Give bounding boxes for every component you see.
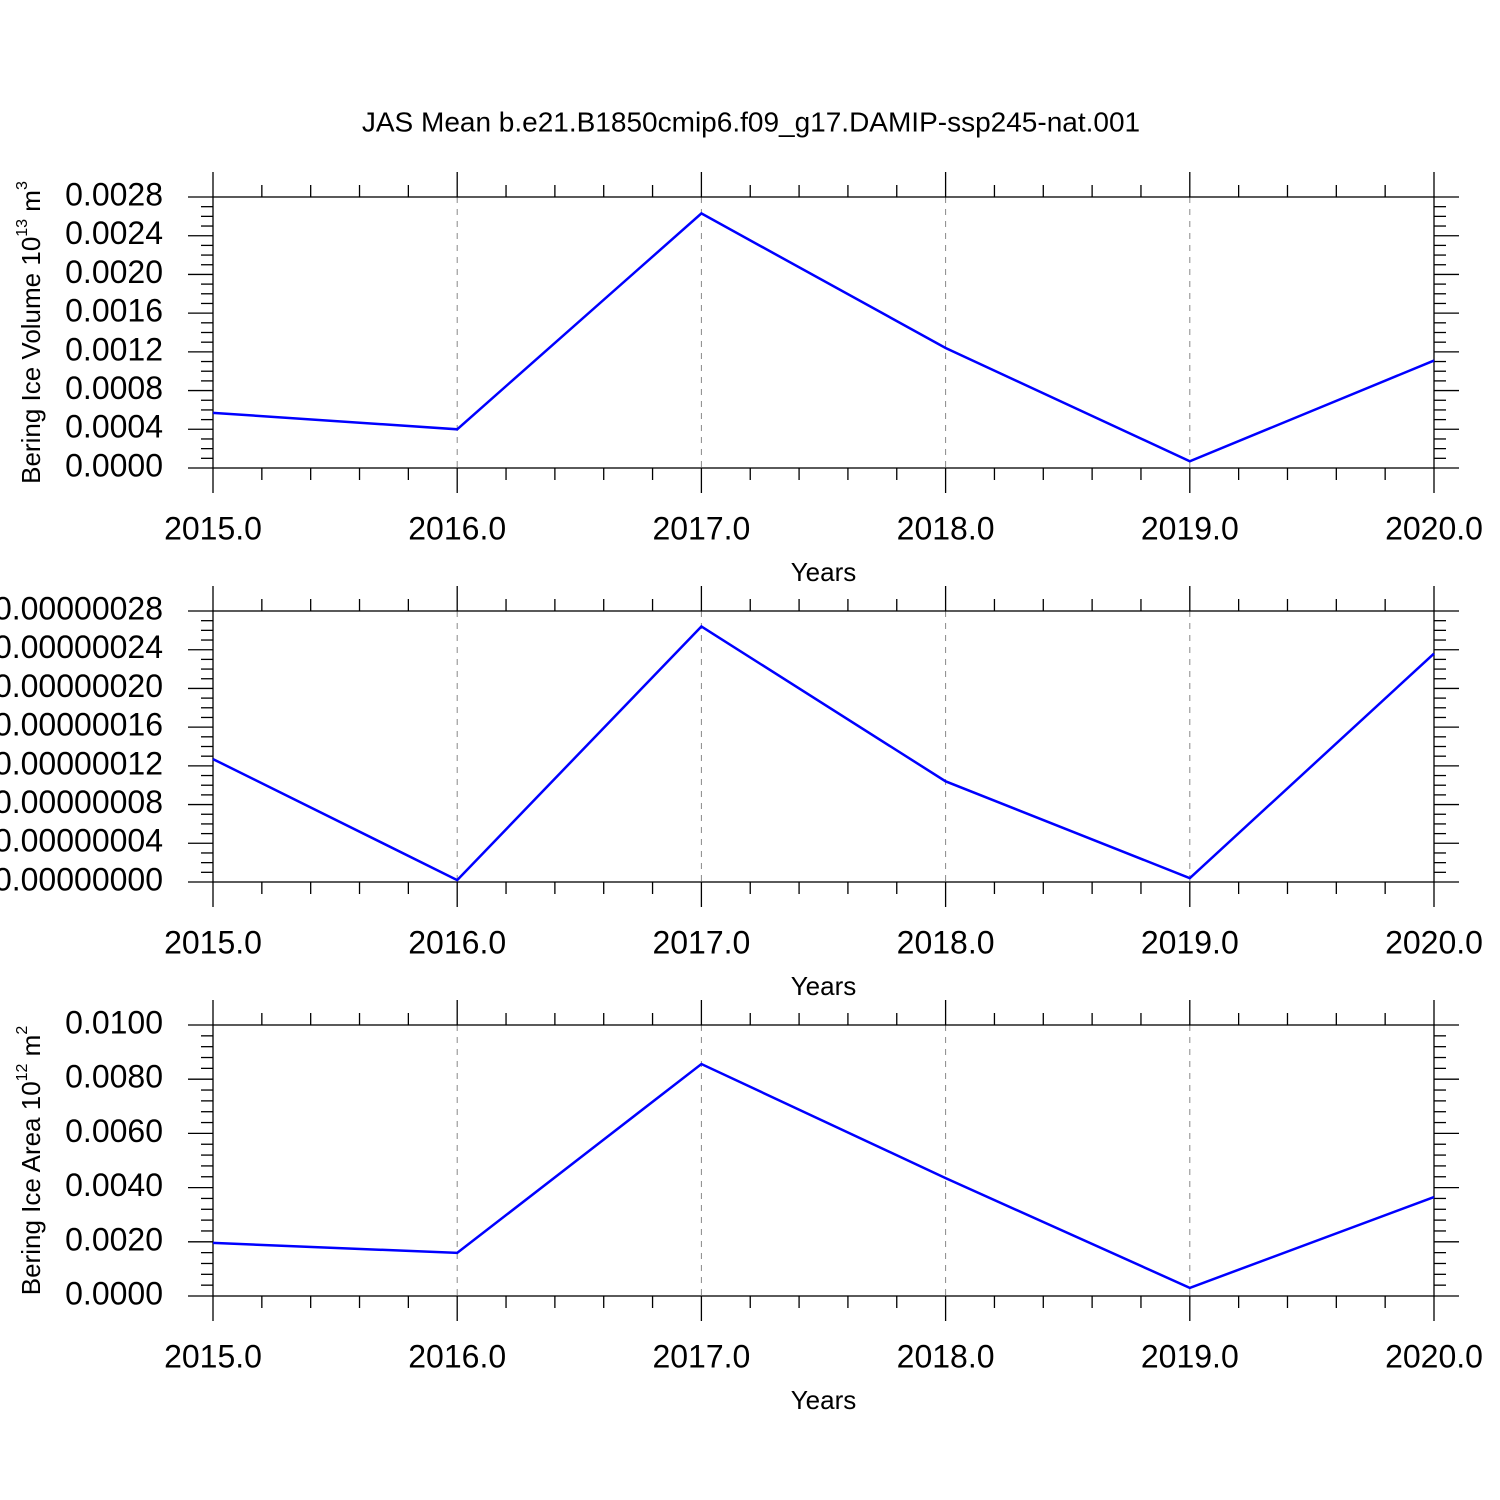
- y-tick-label: 0.00000004: [0, 823, 163, 859]
- y-axis-label-part: Bering Ice Volume 10: [16, 237, 46, 484]
- y-axis-label-part: m: [16, 1035, 46, 1064]
- x-tick-label: 2019.0: [1141, 1338, 1239, 1374]
- x-axis-label: Years: [791, 1385, 857, 1415]
- y-tick-label: 0.0000: [65, 1275, 163, 1311]
- y-tick-label: 0.00000012: [0, 745, 163, 781]
- y-axis-label-part: m: [16, 190, 46, 219]
- data-line: [212, 624, 1435, 882]
- y-tick-label: 0.0060: [65, 1113, 163, 1149]
- x-tick-label: 2016.0: [408, 1338, 506, 1374]
- data-line: [212, 1062, 1435, 1290]
- x-tick-label: 2019.0: [1141, 924, 1239, 960]
- y-tick-label: 0.00000020: [0, 668, 163, 704]
- y-axis-label-exponent: 12: [14, 1063, 31, 1081]
- x-tick-label: 2020.0: [1385, 924, 1483, 960]
- x-tick-label: 2017.0: [652, 1338, 750, 1374]
- y-tick-label: 0.00000016: [0, 707, 163, 743]
- x-tick-label: 2017.0: [652, 924, 750, 960]
- y-tick-label: 0.0040: [65, 1167, 163, 1203]
- y-axis-label-exponent: 2: [14, 1026, 31, 1035]
- y-tick-label: 0.00000024: [0, 629, 163, 665]
- data-line: [212, 211, 1435, 463]
- x-axis-label: Years: [791, 971, 857, 1001]
- y-tick-label: 0.0004: [65, 409, 163, 445]
- x-tick-label: 2015.0: [164, 924, 262, 960]
- x-tick-label: 2016.0: [408, 510, 506, 546]
- y-axis-label: Bering Ice Volume 1013 m3: [14, 181, 46, 484]
- y-tick-label: 0.0008: [65, 370, 163, 406]
- y-tick-label: 0.00000028: [0, 590, 163, 626]
- plot-frame: [212, 196, 1435, 469]
- y-tick-label: 0.0100: [65, 1004, 163, 1040]
- x-tick-label: 2018.0: [897, 1338, 995, 1374]
- y-axis-label-part: Bering Ice Area 10: [16, 1081, 46, 1295]
- y-tick-label: 0.0028: [65, 176, 163, 212]
- x-tick-label: 2018.0: [897, 510, 995, 546]
- x-tick-label: 2015.0: [164, 510, 262, 546]
- x-tick-label: 2020.0: [1385, 1338, 1483, 1374]
- y-tick-label: 0.0016: [65, 293, 163, 329]
- x-tick-label: 2017.0: [652, 510, 750, 546]
- x-tick-label: 2019.0: [1141, 510, 1239, 546]
- plot-frame: [212, 1024, 1435, 1297]
- x-tick-label: 2018.0: [897, 924, 995, 960]
- x-axis-label: Years: [791, 557, 857, 587]
- x-tick-label: 2015.0: [164, 1338, 262, 1374]
- y-tick-label: 0.0020: [65, 1221, 163, 1257]
- y-axis-label-exponent: 3: [14, 181, 31, 190]
- y-tick-label: 0.00000000: [0, 861, 163, 897]
- plot-frame: [212, 610, 1435, 883]
- chart-title: JAS Mean b.e21.B1850cmip6.f09_g17.DAMIP-…: [362, 106, 1140, 137]
- y-tick-label: 0.0012: [65, 331, 163, 367]
- y-tick-label: 0.00000008: [0, 784, 163, 820]
- y-tick-label: 0.0000: [65, 447, 163, 483]
- y-tick-label: 0.0020: [65, 254, 163, 290]
- y-tick-label: 0.0080: [65, 1059, 163, 1095]
- y-tick-label: 0.0024: [65, 215, 163, 251]
- y-axis-label-exponent: 13: [14, 219, 31, 237]
- x-tick-label: 2016.0: [408, 924, 506, 960]
- x-tick-label: 2020.0: [1385, 510, 1483, 546]
- y-axis-label: Bering Ice Area 1012 m2: [14, 1026, 46, 1296]
